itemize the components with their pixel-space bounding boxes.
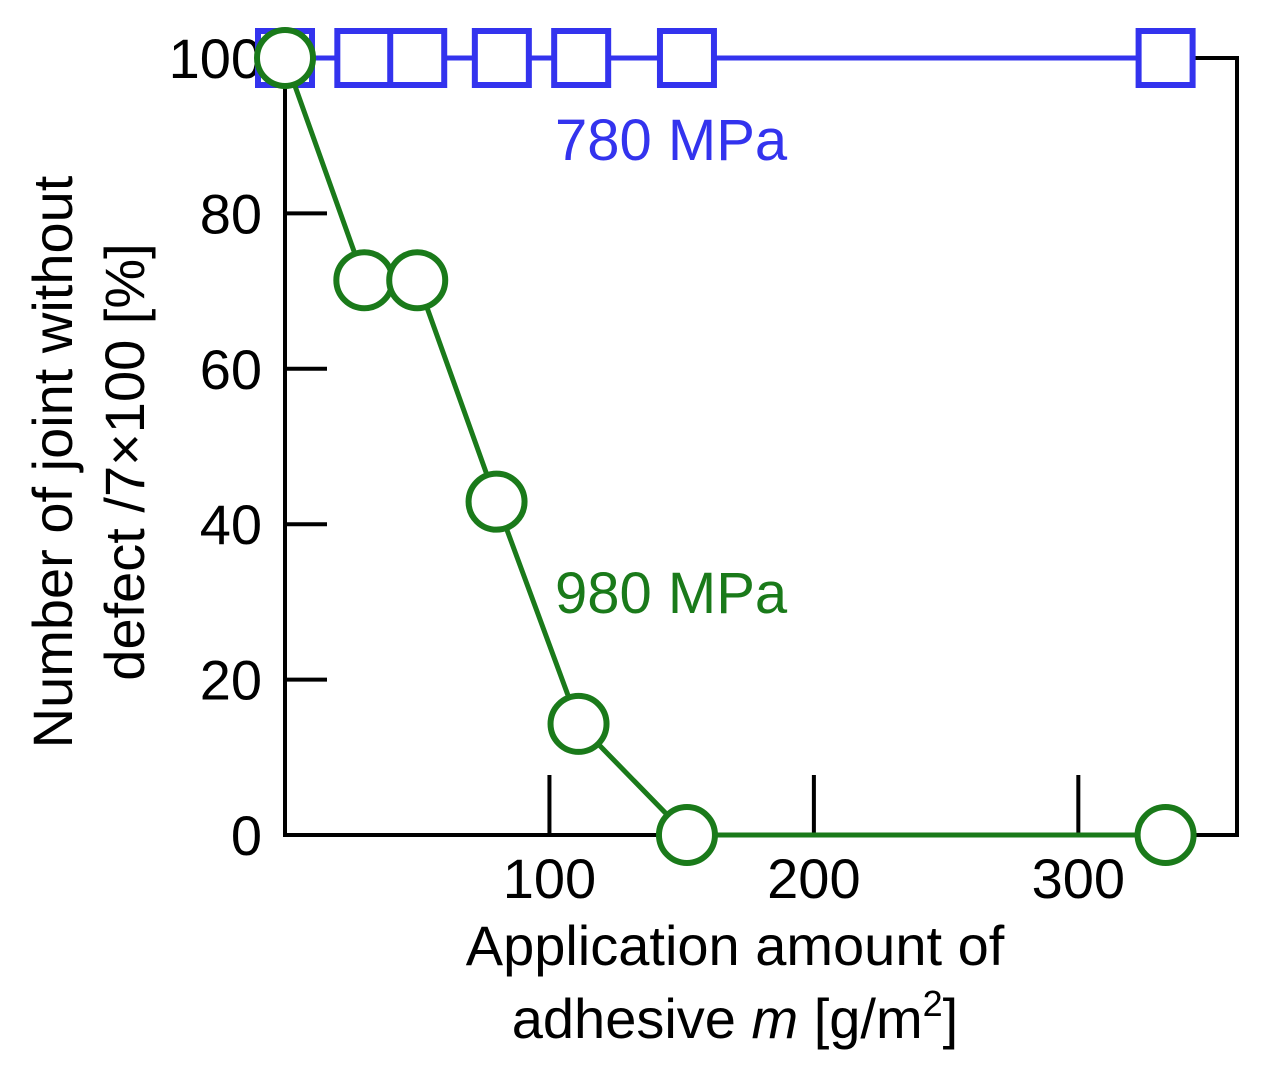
data-point-circle	[1134, 804, 1197, 866]
data-point-square	[471, 28, 532, 88]
x-axis-unit-superscript: 2	[923, 983, 943, 1024]
series-line	[282, 57, 1166, 838]
series-780-mpa	[255, 28, 1196, 88]
y-tick-label: 100	[169, 27, 262, 90]
x-axis-variable: m	[752, 987, 799, 1050]
x-axis-unit-open: [g/m	[798, 987, 922, 1050]
series-label-980: 980 MPa	[555, 561, 788, 626]
y-axis-title-line2: defect /7×100 [%]	[93, 243, 156, 680]
data-point-circle	[333, 249, 396, 312]
data-point-square	[656, 28, 717, 88]
x-tick-label: 200	[767, 847, 860, 910]
data-point-circle	[547, 692, 610, 755]
y-tick-label: 0	[231, 804, 262, 867]
data-point-circle	[254, 27, 316, 89]
data-point-square	[387, 28, 448, 88]
y-axis-title: Number of joint without defect /7×100 [%…	[21, 175, 156, 748]
x-axis-title: Application amount of adhesive m [g/m2]	[466, 914, 1005, 1050]
x-tick-label: 100	[503, 847, 596, 910]
data-point-circle	[465, 470, 528, 533]
x-tick-label: 300	[1032, 847, 1125, 910]
y-axis-title-line1: Number of joint without	[21, 175, 84, 748]
x-axis-title-line1: Application amount of	[466, 914, 1005, 977]
x-axis-unit-close: ]	[943, 987, 959, 1050]
series-label-780: 780 MPa	[555, 108, 788, 173]
axes	[283, 56, 1239, 837]
x-axis-title-line2: adhesive m [g/m2]	[512, 983, 958, 1050]
series-group	[254, 27, 1197, 866]
y-tick-label: 40	[200, 493, 262, 556]
y-tick-label: 80	[200, 182, 262, 245]
y-tick-label: 20	[200, 649, 262, 712]
data-point-circle	[386, 249, 449, 312]
data-point-square	[334, 28, 395, 88]
series-980-mpa	[254, 27, 1197, 866]
y-tick-label: 60	[200, 338, 262, 401]
series-labels: 780 MPa 980 MPa	[555, 108, 788, 626]
plot-frame	[283, 56, 1239, 837]
ticks: 0 20 40 60 80 100 100 200 300	[169, 27, 1125, 910]
data-point-square	[1135, 28, 1196, 88]
x-axis-title-prefix: adhesive	[512, 987, 752, 1050]
data-point-circle	[655, 804, 718, 866]
data-point-square	[551, 28, 612, 88]
